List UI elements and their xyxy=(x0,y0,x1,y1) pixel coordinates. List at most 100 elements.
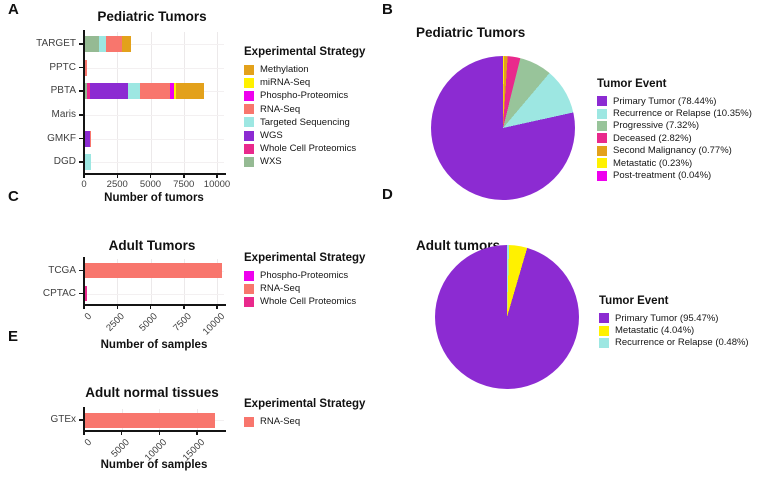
axis-tick xyxy=(83,305,85,309)
axis-tick xyxy=(116,174,118,178)
legend-item-label: RNA-Seq xyxy=(260,103,301,115)
legend-item-label: Phospho-Proteomics xyxy=(260,270,349,281)
bar-chart-normal: GTEx 0 5000 10000 15000 xyxy=(50,407,226,463)
legend-swatch xyxy=(244,283,254,294)
x-tick-label: 5000 xyxy=(139,179,162,190)
pie-chart-pediatric xyxy=(431,56,575,200)
legend-item-label: Metastatic (4.04%) xyxy=(615,325,695,337)
legend-item-label: Second Malignancy (0.77%) xyxy=(613,145,732,157)
x-tick-label: 0 xyxy=(81,179,87,190)
gridline xyxy=(217,32,218,174)
axis-tick xyxy=(79,269,83,272)
legend-item: Metastatic (0.23%) xyxy=(597,157,752,169)
legend-item-label: WXS xyxy=(260,156,282,168)
legend-item: Progressive (7.32%) xyxy=(597,120,752,132)
legend-item: Methylation xyxy=(244,63,365,76)
legend-experimental-strategy-pediatric: Experimental Strategy Methylation miRNA-S… xyxy=(244,46,365,169)
axis-tick xyxy=(83,431,85,435)
legend-swatch xyxy=(599,313,609,324)
bar-segment xyxy=(127,83,141,100)
gridline xyxy=(84,67,224,69)
legend-item-label: Deceased (2.82%) xyxy=(613,132,692,144)
legend-title: Experimental Strategy xyxy=(244,252,366,264)
legend-item-label: miRNA-Seq xyxy=(260,77,311,89)
bar-cptac xyxy=(84,286,87,301)
x-axis-line xyxy=(83,173,226,175)
legend-experimental-strategy-normal: Experimental Strategy RNA-Seq xyxy=(244,398,365,428)
legend-item-label: Metastatic (0.23%) xyxy=(613,157,693,169)
legend-title: Tumor Event xyxy=(597,78,667,90)
x-tick-label: 7500 xyxy=(173,179,195,190)
axis-tick xyxy=(149,305,152,309)
category-label: CPTAC xyxy=(42,287,76,299)
legend-item-label: Whole Cell Proteomics xyxy=(260,296,357,307)
x-axis-line xyxy=(83,304,226,306)
legend-tumor-event-pediatric: Tumor Event Primary Tumor (78.44%) Recurr… xyxy=(597,78,752,182)
bar-segment xyxy=(105,35,122,52)
panel-letter-d: D xyxy=(382,186,393,203)
legend-item: Phospho-Proteomics xyxy=(244,89,365,102)
legend-item: Recurrence or Relapse (10.35%) xyxy=(597,107,752,119)
pie-chart-adult xyxy=(435,245,579,389)
legend-item: Deceased (2.82%) xyxy=(597,132,752,144)
bar-segment xyxy=(84,59,87,76)
legend-items: Primary Tumor (78.44%) Recurrence or Rela… xyxy=(597,95,752,182)
panel-letter-c: C xyxy=(8,188,19,205)
x-tick-label: 5000 xyxy=(137,311,161,334)
axis-tick xyxy=(183,305,185,309)
panel-letter-b: B xyxy=(382,1,393,18)
axis-tick xyxy=(149,174,152,178)
legend-swatch xyxy=(244,296,254,307)
axis-tick xyxy=(216,305,218,309)
gridline xyxy=(183,259,185,305)
gridline xyxy=(150,32,152,174)
bar-segment xyxy=(84,83,87,100)
chart-title-pediatric-bars: Pediatric Tumors xyxy=(97,9,207,24)
legend-swatch xyxy=(597,158,607,169)
legend-swatch xyxy=(597,108,607,119)
category-label: Maris xyxy=(51,108,76,120)
bar-segment xyxy=(85,286,87,301)
legend-item: WGS xyxy=(244,129,365,142)
legend-item: Primary Tumor (95.47%) xyxy=(599,312,749,324)
gridline xyxy=(183,32,185,174)
axis-tick xyxy=(79,161,83,163)
x-tick-label: 5000 xyxy=(108,437,132,460)
x-tick-label: 10000 xyxy=(203,179,231,190)
axis-tick xyxy=(83,174,85,178)
category-label: DGD xyxy=(53,156,76,168)
axis-tick xyxy=(79,43,83,45)
x-axis-label-adult: Number of samples xyxy=(100,339,208,351)
chart-title-adult-pie: Adult tumors xyxy=(416,238,500,253)
bar-segment xyxy=(121,35,131,52)
legend-swatch xyxy=(597,96,607,107)
x-tick-label: 0 xyxy=(82,311,94,323)
panel-letter-e: E xyxy=(8,328,19,345)
legend-item: Phospho-Proteomics xyxy=(244,269,365,282)
bar-gtex xyxy=(84,412,216,428)
bar-segment xyxy=(84,263,223,278)
bar-pptc xyxy=(84,59,87,76)
bar-segment xyxy=(84,130,90,147)
legend-swatch xyxy=(244,143,254,154)
legend-item: Post-treatment (0.04%) xyxy=(597,169,752,181)
legend-item-label: Progressive (7.32%) xyxy=(613,120,700,132)
legend-swatch xyxy=(244,77,254,88)
legend-item-label: Whole Cell Proteomics xyxy=(260,143,357,155)
legend-swatch xyxy=(599,337,609,348)
bar-segment xyxy=(84,412,216,428)
legend-item: miRNA-Seq xyxy=(244,76,365,89)
gridline xyxy=(84,162,224,164)
bar-gmkf xyxy=(84,130,91,147)
legend-title: Tumor Event xyxy=(599,295,669,307)
legend-title: Experimental Strategy xyxy=(244,46,366,58)
x-tick-label: 7500 xyxy=(170,311,194,334)
axis-tick xyxy=(79,114,83,116)
legend-swatch xyxy=(597,133,607,144)
legend-swatch xyxy=(597,145,607,156)
legend-experimental-strategy-adult: Experimental Strategy Phospho-Proteomics… xyxy=(244,252,365,308)
legend-swatch xyxy=(244,130,254,141)
bar-segment xyxy=(173,83,176,100)
axis-tick xyxy=(79,66,83,69)
